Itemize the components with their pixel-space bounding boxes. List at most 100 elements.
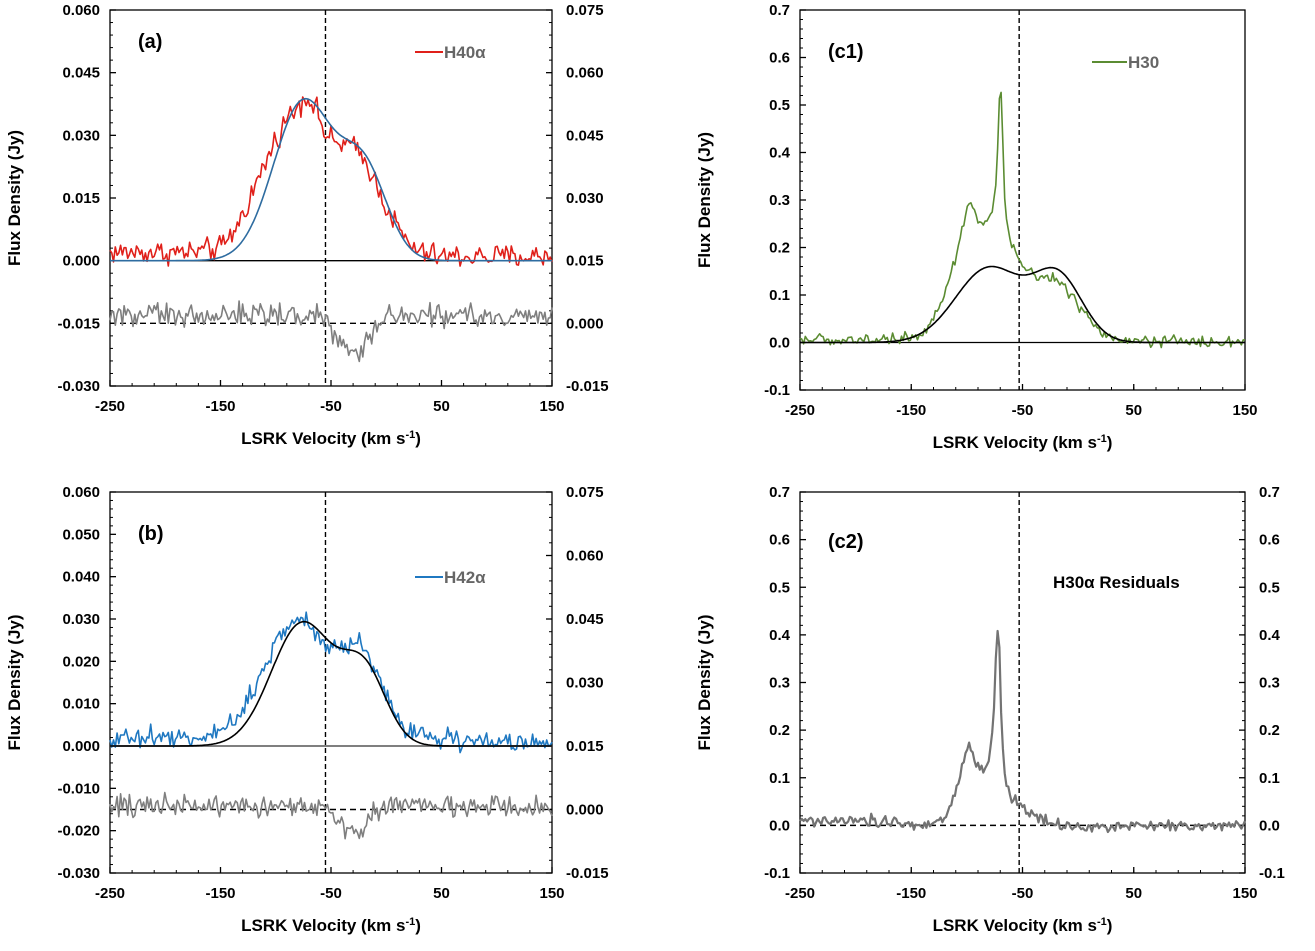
y2-tick-label: 0.7 [1259, 484, 1280, 501]
x-tick-label: -50 [1012, 885, 1034, 902]
series-line-2 [800, 265, 1245, 344]
plot-frame [799, 491, 1246, 874]
series-line-1 [109, 611, 553, 754]
y2-tick-label: 0.000 [566, 802, 604, 819]
y2-tick-label: -0.015 [566, 378, 609, 395]
x-tick-label: 50 [1125, 402, 1142, 419]
y2-tick-label: 0.000 [566, 315, 604, 332]
y2-tick-label: 0.015 [566, 253, 604, 270]
y-tick-label: -0.015 [57, 315, 100, 332]
y-tick-label: -0.030 [57, 865, 100, 882]
y2-tick-label: -0.015 [566, 865, 609, 882]
y-tick-label: 0.040 [62, 569, 100, 586]
y-tick-label: 0.060 [62, 484, 100, 501]
y-tick-label: 0.015 [62, 190, 100, 207]
y-tick-label: 0.000 [62, 738, 100, 755]
series-line-3 [109, 300, 553, 363]
y2-tick-label: 0.6 [1259, 532, 1280, 549]
y2-tick-label: 0.1 [1259, 770, 1280, 787]
y2-tick-label: 0.030 [566, 190, 604, 207]
legend-label: H40α [444, 43, 486, 62]
y2-tick-label: 0.0 [1259, 817, 1280, 834]
x-tick-label: -150 [896, 885, 926, 902]
y-tick-label: 0.1 [769, 287, 790, 304]
panel-label: (c2) [828, 531, 864, 553]
y-tick-label: 0.030 [62, 611, 100, 628]
panel-c1: -0.1 0.0 0.1 0.2 0.3 0.4 0.5 0.6 0.7 -250 -150 -50 5… [695, 2, 1258, 452]
y2-tick-label: 0.075 [566, 484, 604, 501]
y2-tick-label: 0.060 [566, 65, 604, 82]
legend-label: H30 [1128, 53, 1159, 72]
y-tick-label: 0.6 [769, 532, 790, 549]
panel-c2: -0.1 0.0 0.1 0.2 0.3 0.4 0.5 0.6 0.7 -0.1 0.0 0.1 0.… [695, 484, 1285, 935]
series-line-2 [110, 620, 552, 747]
y-tick-label: 0.7 [769, 484, 790, 501]
y2-tick-label: 0.015 [566, 738, 604, 755]
y-tick-label: 0.5 [769, 97, 790, 114]
y-tick-label: 0.030 [62, 127, 100, 144]
legend-label: H30α Residuals [1053, 573, 1180, 592]
y-axis-title: Flux Density (Jy) [695, 132, 714, 268]
y-tick-label: 0.045 [62, 65, 100, 82]
series-line-1 [109, 96, 553, 267]
x-tick-label: -150 [896, 402, 926, 419]
y-tick-label: 0.0 [769, 817, 790, 834]
y-tick-label: 0.1 [769, 770, 790, 787]
x-tick-label: 50 [433, 398, 450, 415]
y-tick-label: 0.010 [62, 696, 100, 713]
y-tick-label: 0.2 [769, 240, 790, 257]
y-tick-label: -0.1 [764, 865, 790, 882]
series-line-2 [110, 97, 552, 262]
y-tick-label: 0.050 [62, 526, 100, 543]
plot-frame [799, 9, 1246, 391]
y-tick-label: 0.0 [769, 335, 790, 352]
y-tick-label: 0.4 [769, 145, 791, 162]
y-tick-label: 0.5 [769, 579, 790, 596]
x-axis-title: LSRK Velocity (km s-1) [933, 433, 1113, 452]
y-tick-label: -0.020 [57, 823, 100, 840]
x-tick-label: -250 [785, 402, 815, 419]
y-tick-label: 0.000 [62, 253, 100, 270]
x-tick-label: 50 [1125, 885, 1142, 902]
panel-label: (c1) [828, 41, 864, 63]
x-tick-label: 150 [539, 398, 564, 415]
y-tick-label: -0.1 [764, 382, 790, 399]
y-tick-label: 0.6 [769, 50, 790, 67]
y-tick-label: -0.010 [57, 780, 100, 797]
y2-tick-label: -0.1 [1259, 865, 1285, 882]
x-tick-label: -150 [205, 398, 235, 415]
x-tick-label: -250 [785, 885, 815, 902]
y-axis-title: Flux Density (Jy) [695, 614, 714, 750]
legend-label: H42α [444, 568, 486, 587]
x-tick-label: -50 [320, 885, 342, 902]
x-axis-title: LSRK Velocity (km s-1) [933, 916, 1113, 935]
x-tick-label: -50 [1012, 402, 1034, 419]
x-tick-label: 150 [539, 885, 564, 902]
y2-tick-label: 0.030 [566, 675, 604, 692]
y-axis-title: Flux Density (Jy) [5, 130, 24, 266]
series-line-1 [799, 629, 1247, 834]
x-tick-label: -50 [320, 398, 342, 415]
y-tick-label: -0.030 [57, 378, 100, 395]
y-tick-label: 0.020 [62, 653, 100, 670]
x-tick-label: 50 [433, 885, 450, 902]
x-tick-label: -250 [95, 398, 125, 415]
x-axis-title: LSRK Velocity (km s-1) [241, 916, 421, 935]
y-axis-title: Flux Density (Jy) [5, 614, 24, 750]
x-tick-label: 150 [1232, 402, 1257, 419]
panel-b: -0.030 -0.020 -0.010 0.000 0.010 0.020 0.030 0.… [5, 484, 609, 935]
y2-tick-label: 0.5 [1259, 579, 1280, 596]
y-tick-label: 0.060 [62, 2, 100, 19]
panel-label: (b) [138, 523, 164, 545]
x-tick-label: 150 [1232, 885, 1257, 902]
plot-frame [109, 491, 553, 874]
y2-tick-label: 0.4 [1259, 627, 1281, 644]
x-tick-label: -150 [205, 885, 235, 902]
series-line-3 [109, 791, 553, 840]
y2-tick-label: 0.3 [1259, 675, 1280, 692]
y2-tick-label: 0.045 [566, 127, 604, 144]
y2-tick-label: 0.060 [566, 548, 604, 565]
y-tick-label: 0.7 [769, 2, 790, 19]
y-tick-label: 0.3 [769, 192, 790, 209]
series-line-1 [799, 91, 1245, 349]
